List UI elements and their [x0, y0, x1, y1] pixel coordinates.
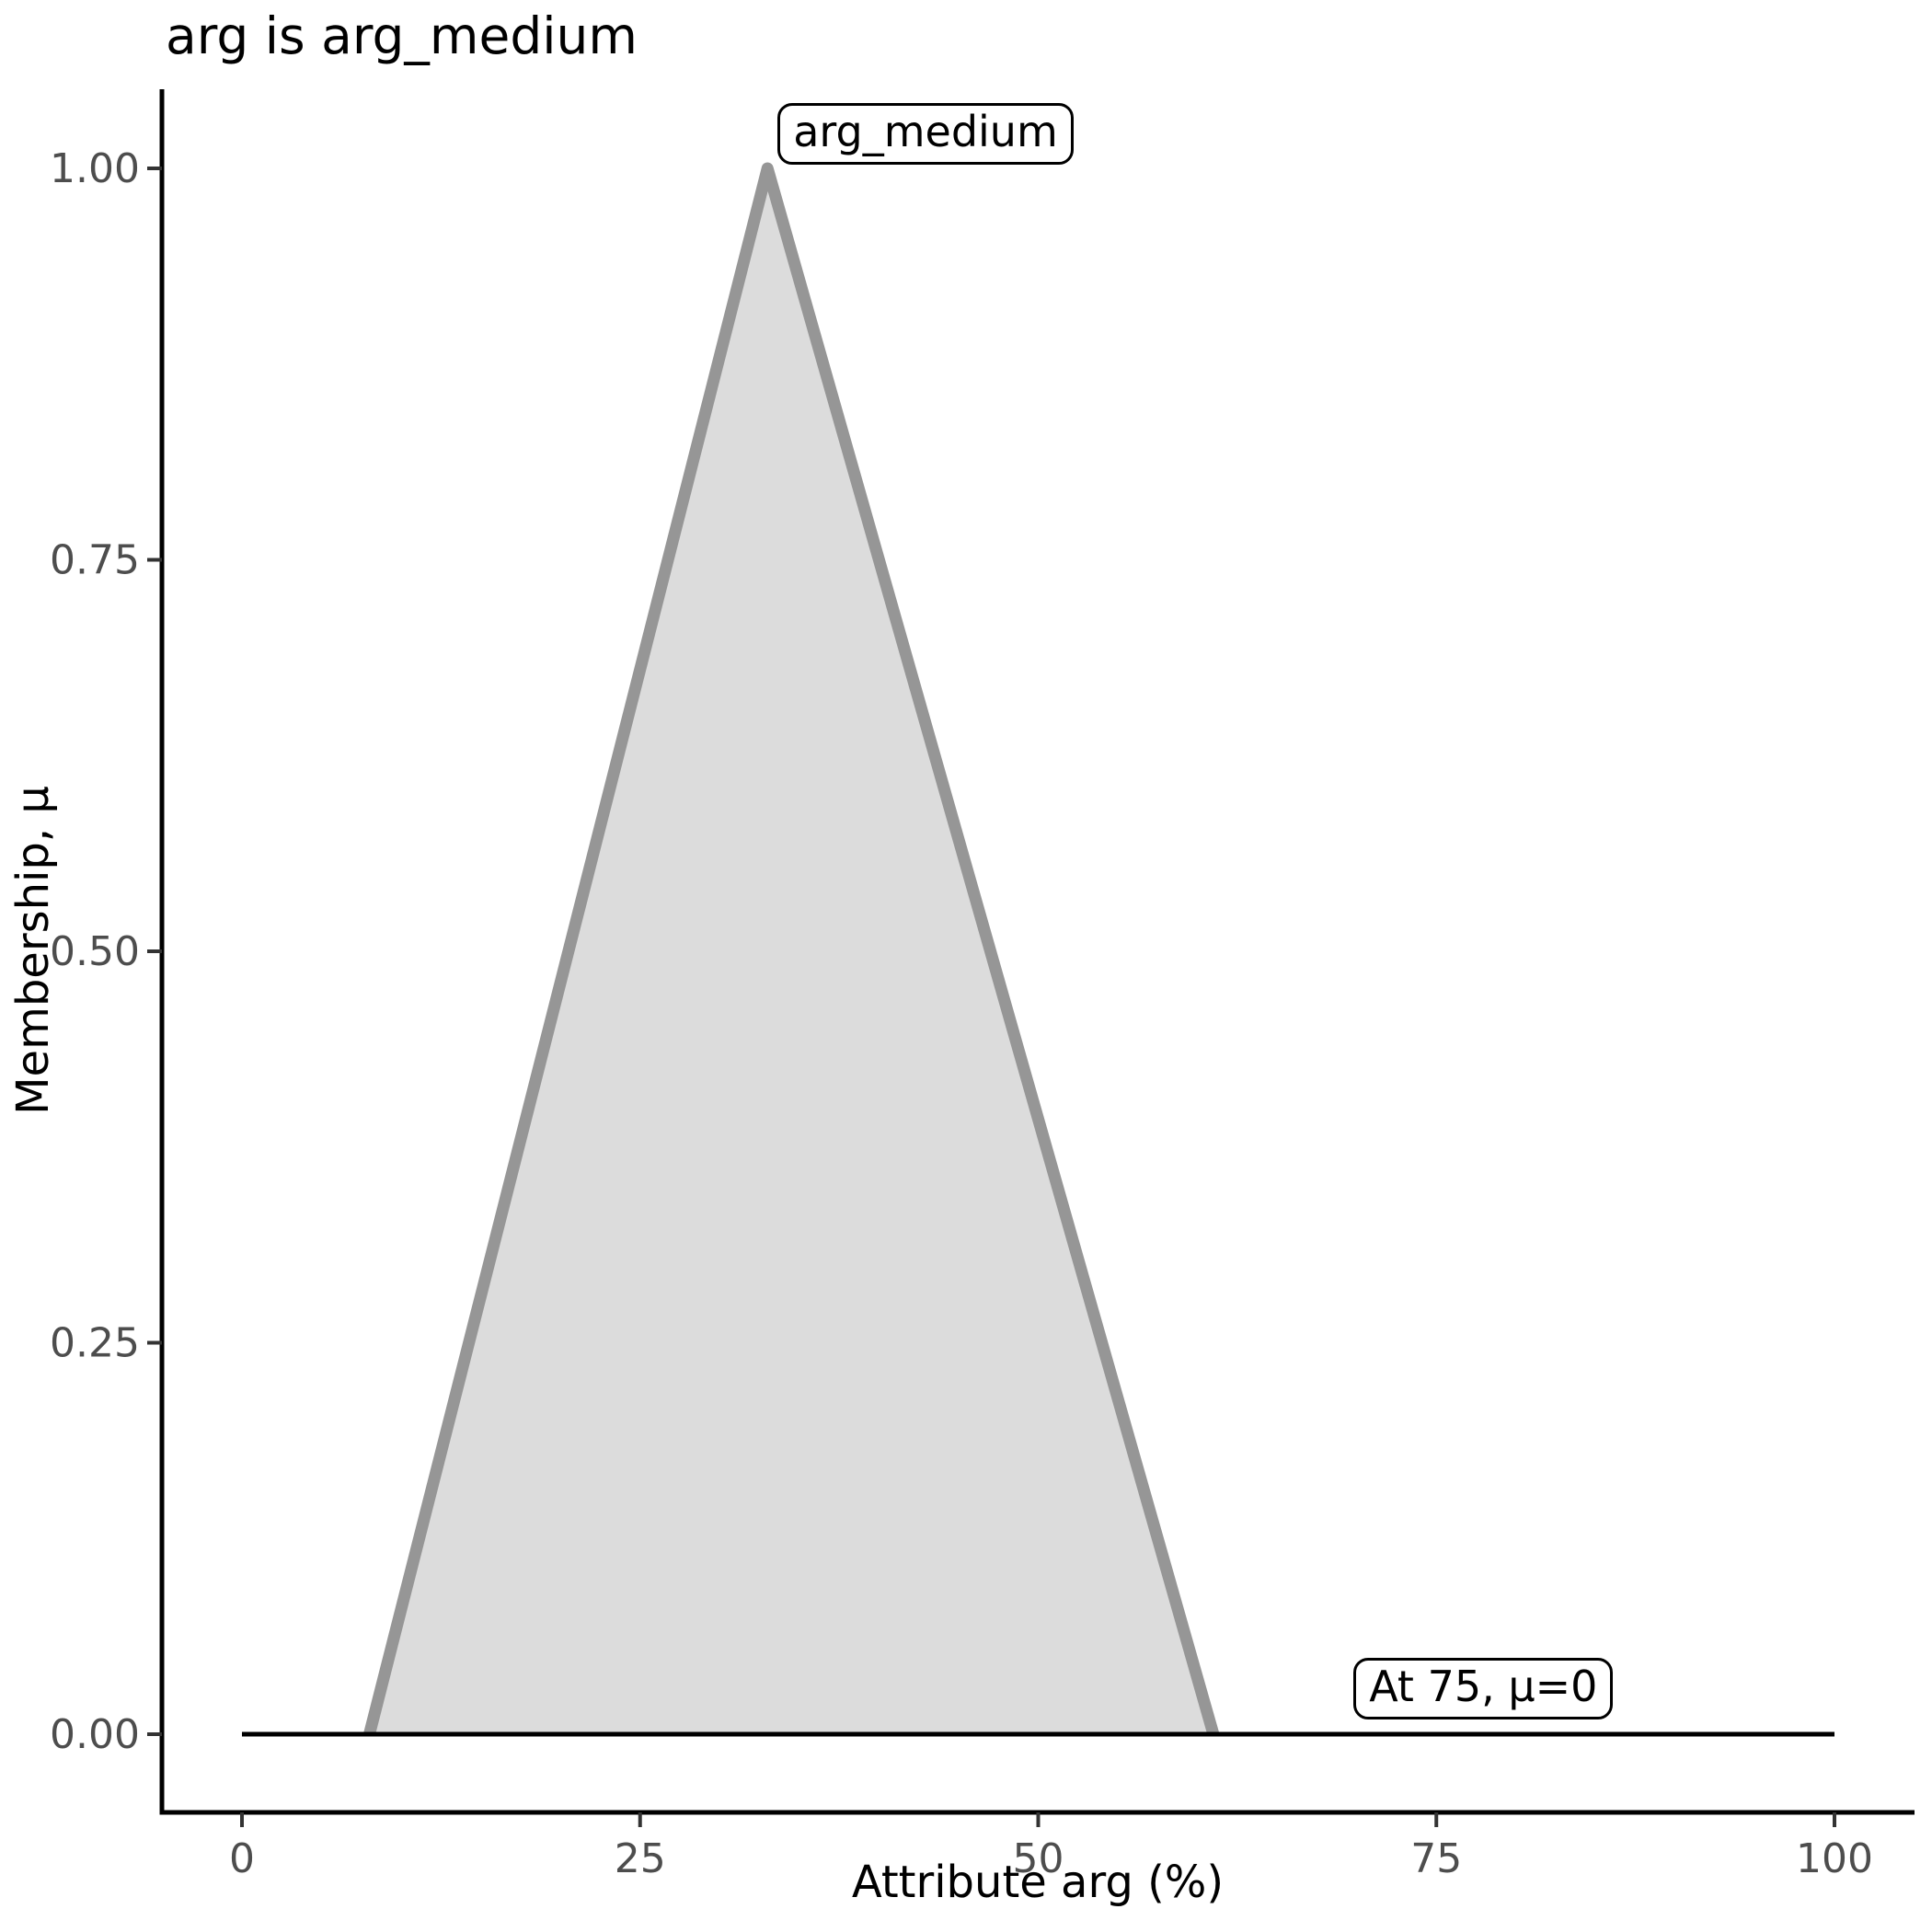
x-axis-title: Attribute arg (%) — [852, 1857, 1224, 1908]
x-tick-label: 100 — [1796, 1835, 1873, 1882]
y-tick-label: 0.25 — [50, 1320, 140, 1367]
y-tick-label: 1.00 — [50, 145, 140, 192]
x-tick-label: 50 — [1013, 1835, 1064, 1882]
y-tick-label: 0.50 — [50, 928, 140, 975]
membership-area — [369, 168, 1213, 1734]
x-tick-label: 0 — [229, 1835, 255, 1882]
y-axis-title: Membership, μ — [7, 786, 59, 1115]
y-tick-label: 0.00 — [50, 1711, 140, 1758]
plot-title: arg is arg_medium — [166, 6, 638, 65]
membership-boundary-line — [363, 162, 1220, 1736]
annotation-at-75-label: At 75, μ=0 — [1353, 1658, 1614, 1719]
x-tick-label: 75 — [1410, 1835, 1462, 1882]
membership-area-layer — [363, 162, 1220, 1736]
x-tick-label: 25 — [615, 1835, 666, 1882]
ticks-layer: 0 25 50 75 100 0.00 0.25 0.50 0.75 1.00 — [50, 145, 1873, 1882]
y-tick-label: 0.75 — [50, 537, 140, 584]
annotation-peak-label: arg_medium — [777, 103, 1074, 165]
